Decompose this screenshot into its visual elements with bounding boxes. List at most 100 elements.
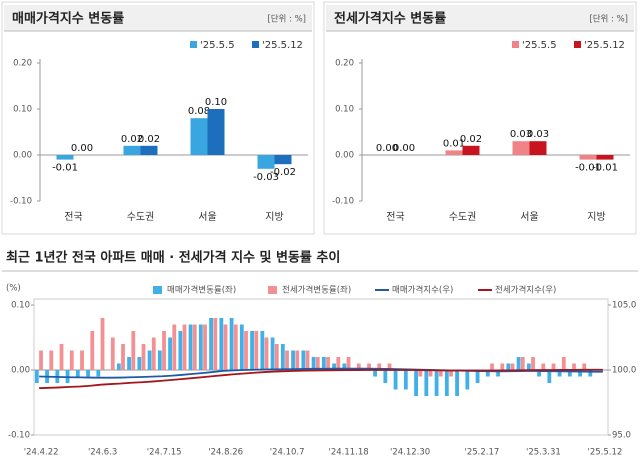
bar xyxy=(383,370,388,383)
bar xyxy=(110,337,115,370)
value-label: 0.00 xyxy=(393,143,415,154)
x-tick-label: 서울 xyxy=(198,211,216,223)
bar xyxy=(213,318,218,370)
y-tick-label: -0.10 xyxy=(332,197,354,207)
title-band xyxy=(4,5,312,31)
x-tick-label: '24.11.18 xyxy=(329,448,369,458)
bar xyxy=(346,357,351,370)
bar xyxy=(198,324,203,370)
bar xyxy=(500,363,505,370)
panel-frame xyxy=(323,1,637,235)
bar xyxy=(207,109,225,155)
bar xyxy=(182,324,187,370)
x-tick-label: '24.4.22 xyxy=(24,448,59,458)
legend-label: '25.5.12 xyxy=(262,40,303,51)
legend-swatch xyxy=(252,41,259,48)
value-label: 0.02 xyxy=(460,134,482,145)
value-label: 0.02 xyxy=(121,134,143,145)
bar xyxy=(151,337,156,370)
bar xyxy=(141,344,146,370)
bar xyxy=(393,370,398,390)
y-tick-label: -0.10 xyxy=(10,197,32,207)
bar xyxy=(547,370,552,383)
bar xyxy=(203,324,207,370)
unit-label: [단위 : %] xyxy=(589,14,628,25)
y2-tick-label: 105.0 xyxy=(612,301,636,311)
bar xyxy=(373,370,377,377)
bar xyxy=(140,145,158,155)
bar xyxy=(147,350,152,370)
bar xyxy=(172,324,177,370)
bar xyxy=(127,357,131,370)
panel-frame xyxy=(1,1,315,235)
bar xyxy=(462,145,480,155)
bar xyxy=(567,370,572,377)
bar xyxy=(250,331,254,370)
bar xyxy=(86,370,90,377)
bar xyxy=(578,370,582,377)
bar xyxy=(506,363,511,370)
bar xyxy=(49,350,54,370)
bar xyxy=(315,357,320,370)
bar xyxy=(260,331,265,370)
bar xyxy=(510,363,515,370)
value-label: 0.10 xyxy=(205,97,227,108)
y-tick-label: 0.10 xyxy=(11,301,30,311)
bar xyxy=(434,370,439,396)
bar xyxy=(264,337,269,370)
bar xyxy=(257,155,275,169)
bar xyxy=(301,350,306,370)
bar xyxy=(274,344,279,370)
value-label: -0.01 xyxy=(592,163,618,174)
legend-swatch xyxy=(190,41,197,48)
bar xyxy=(332,363,336,370)
bar xyxy=(80,350,84,370)
x-tick-label: '24.8.26 xyxy=(208,448,243,458)
value-label: -0.01 xyxy=(52,163,78,174)
bar xyxy=(541,363,546,370)
bar xyxy=(557,370,562,377)
panel-title: 전세가격지수 변동률 xyxy=(334,11,446,27)
bar xyxy=(254,331,259,370)
x-tick-label: 지방 xyxy=(265,211,283,223)
legend-label: 매매가격지수(우) xyxy=(392,285,453,296)
legend-swatch xyxy=(512,41,519,48)
bar xyxy=(59,344,64,370)
bar xyxy=(121,344,125,370)
value-label: 0.03 xyxy=(510,129,532,140)
x-tick-label: 전국 xyxy=(386,211,404,223)
bar xyxy=(34,370,39,383)
bar xyxy=(96,370,101,377)
x-tick-label: 전국 xyxy=(64,211,82,223)
legend-label: '25.5.5 xyxy=(522,40,557,51)
value-label: 0.08 xyxy=(188,106,210,117)
bar xyxy=(209,318,213,370)
y2-tick-label: 100.0 xyxy=(612,366,636,376)
legend-swatch xyxy=(153,286,162,294)
bar xyxy=(131,331,136,370)
bar xyxy=(311,357,316,370)
bar xyxy=(137,357,142,370)
legend-label: '25.5.5 xyxy=(200,40,235,51)
x-tick-label: 수도권 xyxy=(127,211,155,223)
index-line xyxy=(39,368,603,390)
bar xyxy=(537,370,541,377)
bar xyxy=(274,155,292,165)
bar xyxy=(295,350,300,370)
y-axis-label: (%) xyxy=(6,284,21,294)
legend-label: '25.5.12 xyxy=(584,40,625,51)
bar xyxy=(291,350,295,370)
bar xyxy=(424,370,429,396)
bar xyxy=(100,318,105,370)
plot-frame xyxy=(33,298,609,436)
bar xyxy=(403,370,408,390)
bar xyxy=(561,357,566,370)
bar xyxy=(285,350,289,370)
y-tick-label: -0.10 xyxy=(8,431,30,441)
panel-title: 매매가격지수 변동률 xyxy=(12,12,124,27)
bar xyxy=(123,145,141,155)
bar xyxy=(190,118,208,155)
bar xyxy=(367,363,371,370)
bar xyxy=(512,141,530,155)
y2-tick-label: 95.0 xyxy=(612,431,631,441)
